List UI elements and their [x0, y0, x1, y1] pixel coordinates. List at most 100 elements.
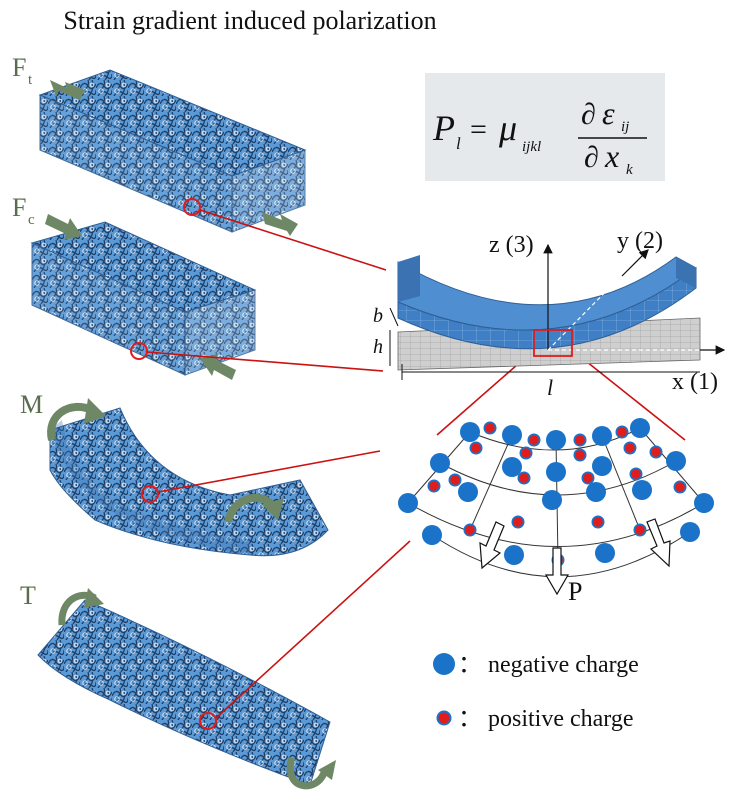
pol-arrow-center [544, 547, 570, 596]
moment-arrow-left-head [84, 398, 106, 424]
formula-num-sub: ij [621, 119, 629, 135]
positive-charge-5 [471, 443, 481, 453]
negative-charge-1 [460, 422, 480, 442]
tension-block-side [231, 149, 306, 233]
legend-positive-sep: ： [458, 704, 482, 732]
y-axis-ext [621, 249, 649, 277]
formula-num-sym: ε [602, 95, 615, 131]
torsion-label: T [20, 581, 36, 610]
tension-sample: F t [12, 53, 307, 236]
flexoelectric-formula: P l = μ ijkl ∂ ε ij ∂ x k [425, 73, 665, 181]
formula-lhs-sub: l [456, 134, 461, 153]
positive-charge-2 [529, 435, 539, 445]
negative-charge-7 [502, 457, 522, 477]
tension-arrow-left [50, 80, 85, 100]
legend-negative-label: negative charge [488, 652, 639, 678]
formula-equals: = [470, 113, 487, 146]
positive-charge-1 [485, 423, 495, 433]
torsion-block-body [37, 599, 331, 786]
torsion-highlight-circle [199, 712, 217, 730]
negative-charge-6 [430, 453, 450, 473]
negative-charge-20 [680, 522, 700, 542]
negative-charge-4 [592, 426, 612, 446]
polarization-arrows: P [479, 518, 671, 606]
positive-charge-12 [583, 473, 593, 483]
torsion-arrow-top-head [84, 588, 104, 608]
compression-arrow-top [45, 214, 82, 240]
negative-charge-11 [398, 493, 418, 513]
formula-num-d: ∂ [581, 98, 596, 131]
positive-charge-8 [625, 443, 635, 453]
positive-charge-6 [521, 448, 531, 458]
tension-highlight-circle [183, 198, 201, 216]
moment-arrow-left [47, 402, 94, 441]
beam-bent-end [676, 257, 696, 288]
charge-lattice [398, 418, 714, 578]
tension-label-sub: t [28, 72, 33, 88]
compression-label-sub: c [28, 212, 35, 228]
torsion-arrow-bottom-head [318, 760, 336, 780]
tension-arrow-right [262, 212, 298, 236]
positive-charge-9 [651, 447, 661, 457]
y-axis [547, 254, 643, 351]
negative-charge-8 [546, 462, 566, 482]
formula-coef: μ [498, 108, 517, 148]
bending-highlight-circle [141, 485, 159, 503]
legend-negative-marker [433, 653, 455, 675]
tension-label: F [12, 53, 26, 82]
negative-charge-10 [666, 451, 686, 471]
legend-negative-sep: ： [458, 650, 482, 678]
bending-sample: M [20, 390, 329, 557]
positive-charge-13 [631, 469, 641, 479]
lattice-radial-4 [601, 435, 641, 531]
negative-charge-15 [632, 480, 652, 500]
torsion-arrow-bottom [286, 756, 329, 790]
positive-charge-18 [465, 525, 475, 535]
formula-coef-sub: ijkl [522, 139, 541, 155]
polarization-label: P [568, 577, 582, 606]
negative-charge-12 [458, 482, 478, 502]
positive-charge-11 [519, 473, 529, 483]
formula-background [425, 73, 665, 181]
dim-h-label: h [373, 336, 383, 358]
formula-den-sub: k [626, 162, 633, 178]
dim-l-label: l [547, 375, 553, 400]
moment-arrow-right-head [262, 498, 284, 520]
leader-torsion [215, 540, 411, 719]
moment-arrow-right [224, 493, 275, 524]
formula-den-d: ∂ [584, 141, 599, 174]
pol-arrow-right [646, 518, 671, 568]
pol-arrow-left [479, 521, 505, 570]
leader-bending [157, 450, 381, 493]
positive-charge-20 [635, 525, 645, 535]
negative-charge-18 [504, 545, 524, 565]
positive-charge-14 [429, 481, 439, 491]
negative-charge-16 [694, 493, 714, 513]
negative-charge-3 [546, 430, 566, 450]
zoom-box [533, 329, 573, 357]
beam-bent-end-left [398, 255, 420, 302]
y-axis-label: y (2) [617, 228, 663, 254]
formula-lhs: P [432, 108, 455, 148]
compression-highlight-circle [130, 342, 148, 360]
x-axis-label: x (1) [672, 369, 718, 395]
bending-block-body [49, 407, 329, 557]
negative-charge-9 [592, 456, 612, 476]
diagram-title: Strain gradient induced polarization [63, 6, 436, 35]
beam-schematic: z (3) y (2) x (1) l b h [373, 228, 726, 400]
lattice-radial-2 [469, 434, 513, 531]
leader-lines [146, 209, 686, 719]
leader-zoom-right [571, 349, 686, 441]
positive-charge-4 [617, 427, 627, 437]
compression-sample: F c [12, 193, 257, 380]
negative-charge-13 [542, 490, 562, 510]
leader-compression [146, 351, 384, 372]
legend-positive-marker [438, 712, 450, 724]
formula-den-sym: x [604, 138, 619, 174]
positive-charge-17 [675, 482, 685, 492]
positive-charge-15 [513, 517, 523, 527]
legend-positive-label: positive charge [488, 706, 634, 732]
positive-charge-16 [593, 517, 603, 527]
compression-arrow-bottom [200, 354, 236, 380]
bending-block-front [50, 420, 250, 555]
